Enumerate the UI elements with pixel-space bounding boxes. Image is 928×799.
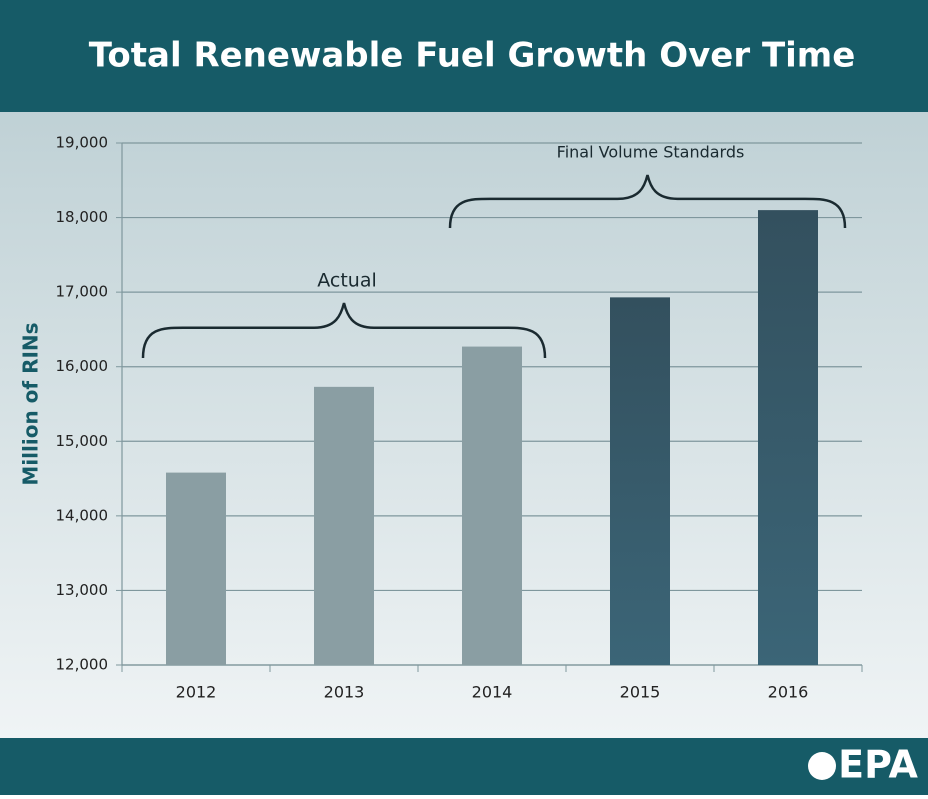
x-tick-label: 2012 (176, 683, 217, 702)
x-tick-label: 2014 (472, 683, 513, 702)
x-tick-label: 2013 (324, 683, 365, 702)
bar (610, 297, 670, 665)
header (0, 0, 928, 112)
y-tick-label: 13,000 (56, 581, 109, 599)
annotation: Final Volume Standards (557, 143, 745, 162)
y-tick-label: 14,000 (56, 506, 109, 524)
annotation-brace (448, 174, 847, 229)
y-axis-label: Million of RINs (19, 322, 43, 485)
logo-mark (808, 752, 836, 780)
footer (0, 738, 928, 795)
chart-title: Total Renewable Fuel Growth Over Time (89, 36, 856, 76)
x-tick-label: 2016 (768, 683, 809, 702)
logo: EPA (838, 743, 918, 787)
y-tick-label: 17,000 (56, 283, 109, 301)
annotation: Actual (317, 270, 377, 292)
y-tick-label: 18,000 (56, 208, 109, 226)
bar (462, 346, 522, 665)
y-tick-label: 12,000 (56, 656, 109, 674)
bar (166, 472, 226, 665)
y-tick-label: 16,000 (56, 357, 109, 375)
y-tick-label: 19,000 (56, 134, 109, 152)
annotation-brace (141, 302, 547, 359)
y-tick-label: 15,000 (56, 432, 109, 450)
bar (758, 210, 818, 665)
bar (314, 386, 374, 665)
x-tick-label: 2015 (620, 683, 661, 702)
